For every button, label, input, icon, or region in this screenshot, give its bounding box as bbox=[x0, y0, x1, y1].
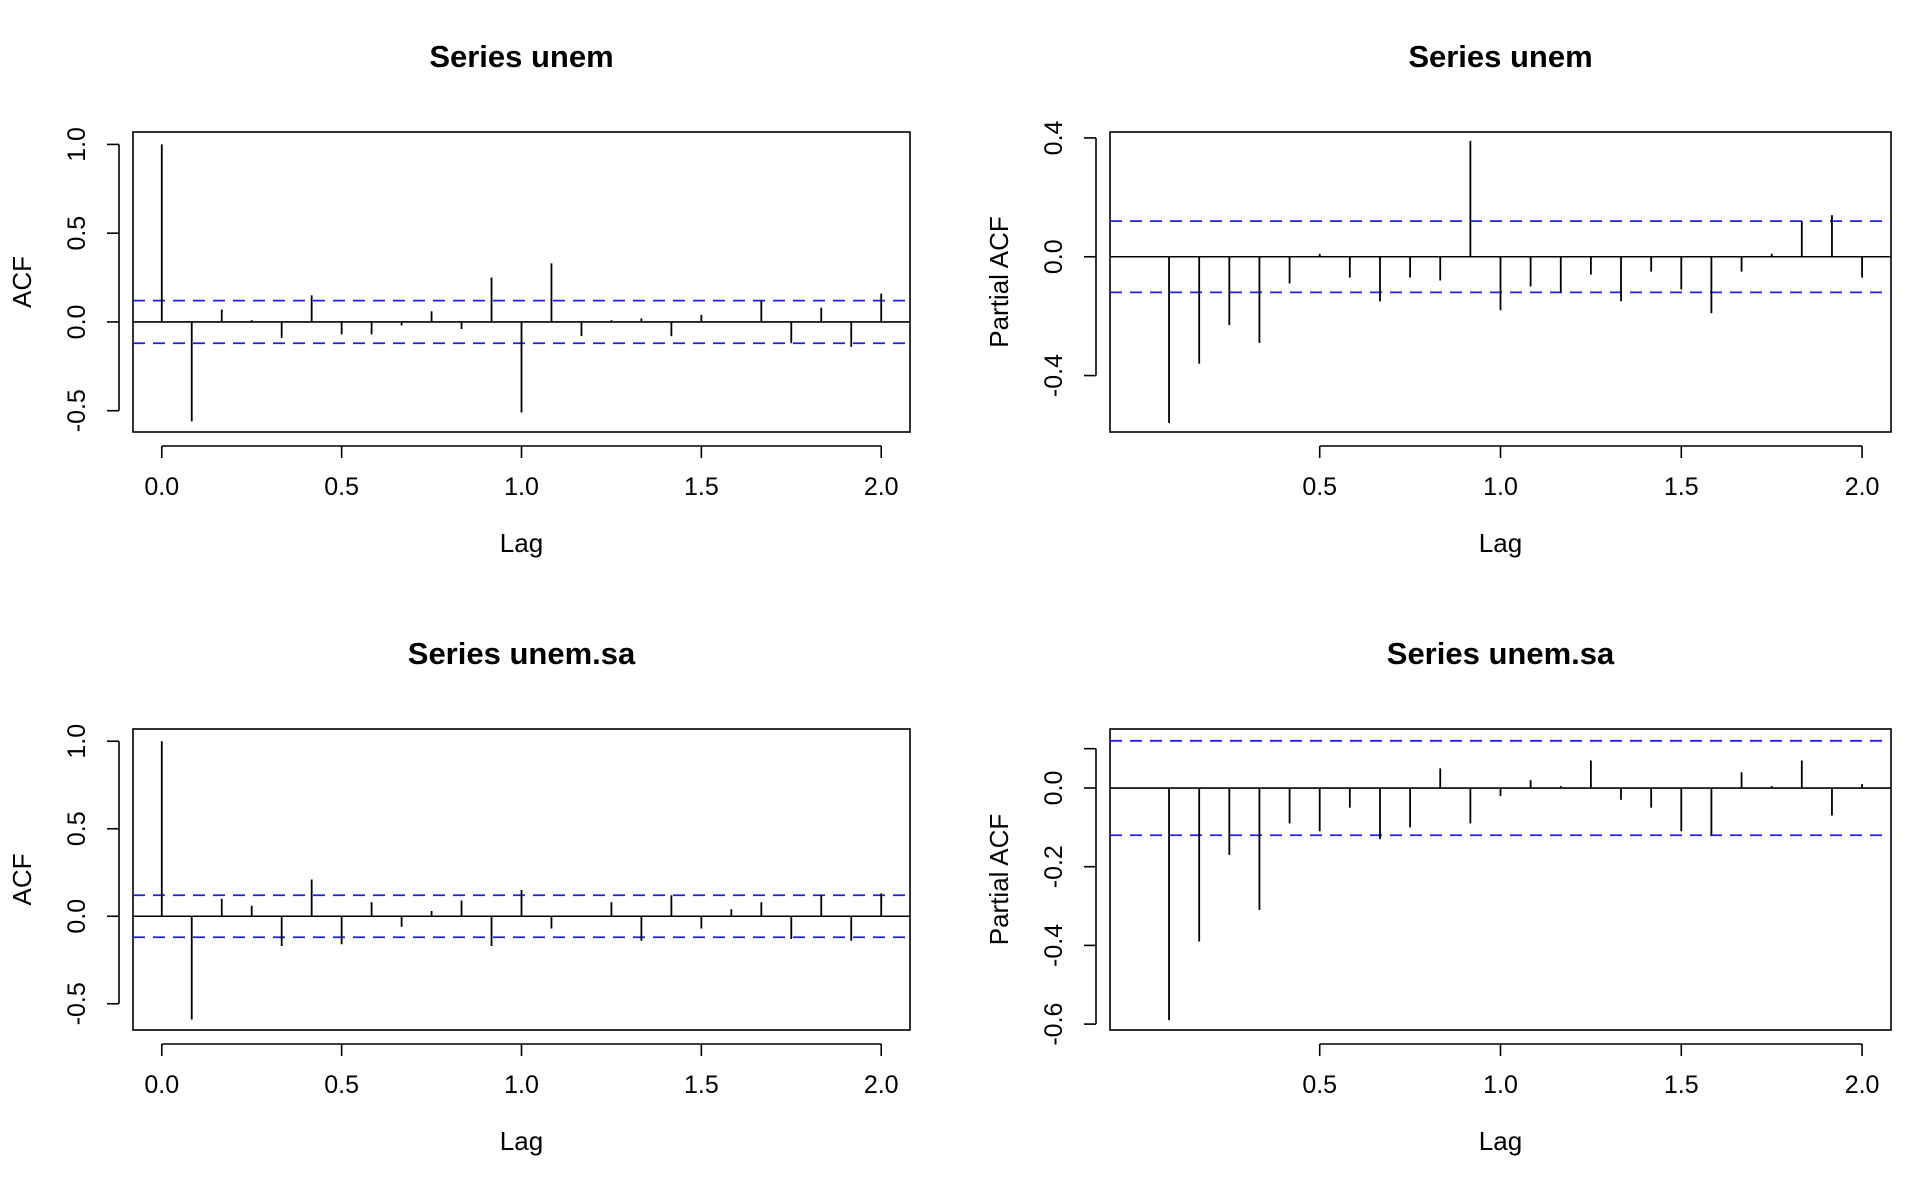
x-tick-label: 1.0 bbox=[1483, 1071, 1518, 1099]
x-tick-label: 2.0 bbox=[1845, 473, 1880, 501]
y-tick-label: 0.0 bbox=[1040, 771, 1068, 806]
acf-unem-panel: Series unem 0.0 0.5 1.0 1.5 2.0 Lag -0.5 0.0 0.5 1… bbox=[7, 39, 911, 558]
y-tick-label: -0.5 bbox=[63, 389, 91, 432]
x-tick-label: 0.5 bbox=[324, 1071, 359, 1099]
y-tick-label: 0.5 bbox=[63, 216, 91, 251]
x-tick-label: 1.0 bbox=[504, 1071, 539, 1099]
chart-title: Series unem.sa bbox=[408, 636, 636, 671]
x-tick-label: 1.0 bbox=[1483, 473, 1518, 501]
acf-unem-sa-panel: Series unem.sa 0.0 0.5 1.0 1.5 2.0 Lag -0.5 0.0 0… bbox=[7, 636, 911, 1156]
y-tick-label: -0.4 bbox=[1040, 354, 1068, 397]
y-tick-label: 1.0 bbox=[63, 127, 91, 162]
chart-title: Series unem bbox=[429, 39, 613, 74]
x-tick-label: 0.0 bbox=[144, 1071, 179, 1099]
y-axis-label: ACF bbox=[7, 854, 37, 906]
x-tick-label: 1.5 bbox=[684, 1071, 719, 1099]
y-tick-label: 0.4 bbox=[1040, 120, 1068, 155]
x-tick-label: 0.5 bbox=[324, 473, 359, 501]
y-tick-label: -0.6 bbox=[1040, 1003, 1068, 1046]
y-tick-label: -0.2 bbox=[1040, 845, 1068, 888]
y-tick-label: 0.0 bbox=[63, 305, 91, 340]
x-axis-label: Lag bbox=[500, 1126, 543, 1156]
x-tick-label: 1.5 bbox=[1664, 473, 1699, 501]
chart-title: Series unem.sa bbox=[1387, 636, 1615, 671]
pacf-unem-panel: Series unem 0.5 1.0 1.5 2.0 Lag -0.4 0.0 0.4 Part… bbox=[984, 39, 1892, 558]
y-axis-label: Partial ACF bbox=[984, 814, 1014, 946]
x-tick-label: 1.0 bbox=[504, 473, 539, 501]
pacf-unem-sa-panel: Series unem.sa 0.5 1.0 1.5 2.0 Lag -0.6 -0.4 -0.… bbox=[984, 636, 1892, 1156]
x-tick-label: 2.0 bbox=[864, 1071, 899, 1099]
y-tick-label: 0.5 bbox=[63, 811, 91, 846]
x-tick-label: 2.0 bbox=[864, 473, 899, 501]
y-tick-label: -0.5 bbox=[63, 982, 91, 1025]
y-tick-label: 1.0 bbox=[63, 724, 91, 759]
x-tick-label: 0.5 bbox=[1302, 1071, 1337, 1099]
x-axis-label: Lag bbox=[500, 528, 543, 558]
x-axis-label: Lag bbox=[1479, 1126, 1522, 1156]
y-tick-label: -0.4 bbox=[1040, 924, 1068, 967]
x-axis-label: Lag bbox=[1479, 528, 1522, 558]
y-axis-label: Partial ACF bbox=[984, 216, 1014, 348]
y-tick-label: 0.0 bbox=[63, 899, 91, 934]
x-tick-label: 0.5 bbox=[1302, 473, 1337, 501]
x-tick-label: 1.5 bbox=[1664, 1071, 1699, 1099]
plot-frame bbox=[132, 131, 911, 433]
y-tick-label: 0.0 bbox=[1040, 239, 1068, 274]
chart-title: Series unem bbox=[1408, 39, 1592, 74]
x-tick-label: 0.0 bbox=[144, 473, 179, 501]
x-tick-label: 2.0 bbox=[1845, 1071, 1880, 1099]
plot-frame bbox=[1109, 131, 1892, 433]
plot-frame bbox=[132, 728, 911, 1031]
y-axis-label: ACF bbox=[7, 256, 37, 308]
x-tick-label: 1.5 bbox=[684, 473, 719, 501]
plot-frame bbox=[1109, 728, 1892, 1031]
